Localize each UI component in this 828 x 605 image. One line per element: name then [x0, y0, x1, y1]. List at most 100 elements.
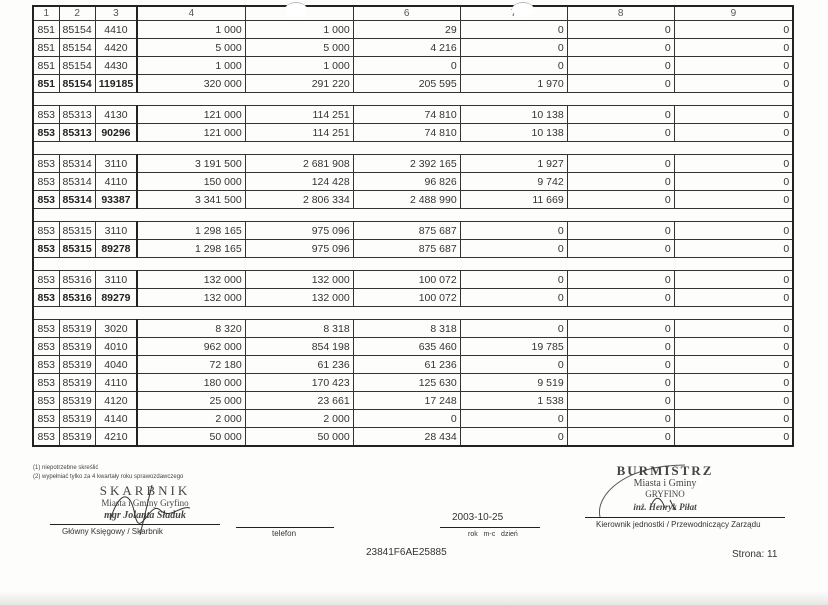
- table-cell: 119185: [94, 74, 139, 93]
- table-row: 853 85316 3110 132 000 132 000 100 072 0 0 0: [32, 270, 794, 289]
- table-cell: 0: [566, 172, 675, 191]
- header-row: 12346789: [32, 5, 794, 21]
- table-cell: 0: [673, 56, 794, 75]
- table-cell: 0: [673, 391, 794, 410]
- scan-edge: [0, 591, 828, 605]
- table-cell: 0: [673, 373, 794, 392]
- table-cell: 100 072: [352, 270, 461, 289]
- table-cell: 0: [566, 38, 675, 57]
- table-cell: 0: [566, 409, 675, 428]
- table-cell: 85319: [58, 337, 96, 356]
- table-cell: 0: [459, 270, 568, 289]
- table-cell: 0: [459, 20, 568, 39]
- table-cell: 11 669: [459, 190, 568, 209]
- table-cell: 853: [32, 154, 60, 173]
- table-cell: 3110: [94, 154, 139, 173]
- table-cell: 124 428: [244, 172, 354, 191]
- table-cell: 0: [566, 270, 675, 289]
- table-cell: 125 630: [352, 373, 461, 392]
- table-cell: 0: [566, 20, 675, 39]
- mayor-stamp-outline: [598, 464, 686, 518]
- table-cell: 0: [459, 38, 568, 57]
- table-cell: 85154: [58, 56, 96, 75]
- table-cell: 85316: [58, 288, 96, 307]
- table-row: 853 85319 4210 50 000 50 000 28 434 0 0 0: [32, 427, 794, 447]
- table-cell: 0: [566, 391, 675, 410]
- table-cell: 962 000: [136, 337, 246, 356]
- table-cell: 9 519: [459, 373, 568, 392]
- document-code: 23841F6AE25885: [366, 547, 447, 558]
- table-cell: 875 687: [352, 239, 461, 258]
- table-cell: 2 488 990: [352, 190, 461, 209]
- table-cell: 85319: [58, 427, 96, 447]
- table-cell: 0: [673, 154, 794, 173]
- table-cell: 0: [566, 190, 675, 209]
- group-separator: [33, 306, 794, 320]
- table-cell: 0: [673, 105, 794, 124]
- table-cell: 0: [459, 239, 568, 258]
- table-cell: 85315: [58, 239, 96, 258]
- table-row: 853 85319 4040 72 180 61 236 61 236 0 0 0: [32, 355, 794, 374]
- table-cell: 5 000: [244, 38, 354, 57]
- table-cell: 9 742: [459, 172, 568, 191]
- table-cell: 23 661: [244, 391, 354, 410]
- table-cell: 114 251: [244, 123, 354, 142]
- table-cell: 1 298 165: [136, 221, 246, 240]
- table-cell: 2 681 908: [244, 154, 354, 173]
- table-cell: 85319: [58, 355, 96, 374]
- table-cell: 180 000: [136, 373, 246, 392]
- table-cell: 85315: [58, 221, 96, 240]
- table-cell: 85319: [58, 373, 96, 392]
- table-cell: 0: [352, 56, 461, 75]
- table-cell: 853: [32, 409, 60, 428]
- table-cell: 0: [673, 288, 794, 307]
- table-cell: 1 000: [136, 20, 246, 39]
- table-cell: 0: [459, 409, 568, 428]
- table-cell: 1 927: [459, 154, 568, 173]
- table-cell: 0: [566, 355, 675, 374]
- table-cell: 1 000: [136, 56, 246, 75]
- date-line: [440, 527, 540, 528]
- table-row: 853 85319 4110 180 000 170 423 125 630 9 519 0 0: [32, 373, 794, 392]
- total-row: 853 85314 93387 3 341 500 2 806 334 2 488 990…: [32, 190, 794, 209]
- table-cell: 8 318: [352, 319, 461, 338]
- table-cell: 8 320: [136, 319, 246, 338]
- group-separator: [33, 257, 794, 271]
- table-cell: 85319: [58, 409, 96, 428]
- table-cell: 85319: [58, 391, 96, 410]
- table-cell: 29: [352, 20, 461, 39]
- table-cell: 4130: [94, 105, 139, 124]
- table-cell: 4120: [94, 391, 139, 410]
- table-cell: 121 000: [136, 105, 246, 124]
- table-cell: 61 236: [352, 355, 461, 374]
- table-cell: 851: [32, 38, 60, 57]
- table-cell: 0: [673, 190, 794, 209]
- table-cell: 114 251: [244, 105, 354, 124]
- punch-hole: [285, 2, 307, 17]
- table-cell: 4110: [94, 373, 139, 392]
- total-row: 853 85316 89279 132 000 132 000 100 072 0 0 0: [32, 288, 794, 307]
- table-cell: 28 434: [352, 427, 461, 447]
- table-cell: 0: [566, 319, 675, 338]
- table-cell: 0: [459, 56, 568, 75]
- phone-line: [236, 527, 334, 528]
- table-cell: 853: [32, 105, 60, 124]
- table-cell: 8 318: [244, 319, 354, 338]
- table-row: 853 85319 4120 25 000 23 661 17 248 1 538 0 0: [32, 391, 794, 410]
- table-cell: 4210: [94, 427, 139, 447]
- table-cell: 3 341 500: [136, 190, 246, 209]
- table-cell: 853: [32, 221, 60, 240]
- table-cell: 853: [32, 270, 60, 289]
- table-cell: 0: [459, 319, 568, 338]
- table-cell: 851: [32, 74, 60, 93]
- table-cell: 853: [32, 319, 60, 338]
- table-row: 853 85319 3020 8 320 8 318 8 318 0 0 0: [32, 319, 794, 338]
- table-cell: 0: [566, 105, 675, 124]
- table-cell: 17 248: [352, 391, 461, 410]
- table-cell: 853: [32, 373, 60, 392]
- table-cell: 854 198: [244, 337, 354, 356]
- table-cell: 0: [566, 337, 675, 356]
- table-cell: 85154: [58, 20, 96, 39]
- table-cell: 0: [673, 20, 794, 39]
